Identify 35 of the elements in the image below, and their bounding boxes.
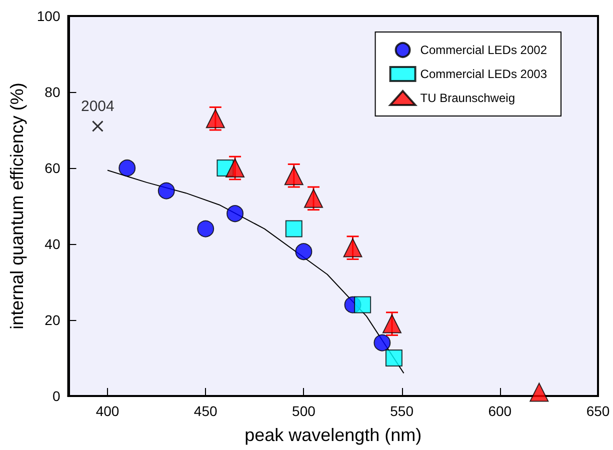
x-tick-label: 600 xyxy=(488,403,512,419)
x-axis-title: peak wavelength (nm) xyxy=(244,425,422,445)
point xyxy=(385,350,402,366)
point xyxy=(284,166,304,186)
x-tick-label: 500 xyxy=(292,403,316,419)
legend-label: Commercial LEDs 2003 xyxy=(420,67,548,81)
point xyxy=(197,220,214,238)
y-tick-label: 60 xyxy=(44,160,60,176)
x-tick-label: 450 xyxy=(194,403,218,419)
x-tick-label: 550 xyxy=(390,403,414,419)
point xyxy=(354,296,372,314)
y-axis-title: internal quantum efficiency (%) xyxy=(7,82,27,330)
point xyxy=(285,220,302,238)
point xyxy=(206,109,225,128)
point xyxy=(226,158,245,178)
point xyxy=(382,314,402,334)
point xyxy=(374,334,391,352)
point xyxy=(343,238,362,258)
point xyxy=(530,382,549,402)
x-tick-label: 400 xyxy=(96,403,120,419)
x-tick-label: 650 xyxy=(586,403,610,419)
y-tick-label: 40 xyxy=(44,236,60,252)
annotation: 2004 xyxy=(81,98,114,116)
legend-label: Commercial LEDs 2002 xyxy=(420,43,548,57)
y-tick-label: 80 xyxy=(44,84,60,100)
point xyxy=(304,188,324,208)
point xyxy=(92,120,104,132)
point xyxy=(118,160,136,176)
y-tick-label: 20 xyxy=(44,312,60,328)
point xyxy=(158,182,175,200)
y-tick-label: 100 xyxy=(36,8,60,24)
legend-label: TU Braunschweig xyxy=(420,91,516,105)
point xyxy=(226,205,244,222)
point xyxy=(295,243,312,260)
y-tick-label: 0 xyxy=(52,388,60,404)
